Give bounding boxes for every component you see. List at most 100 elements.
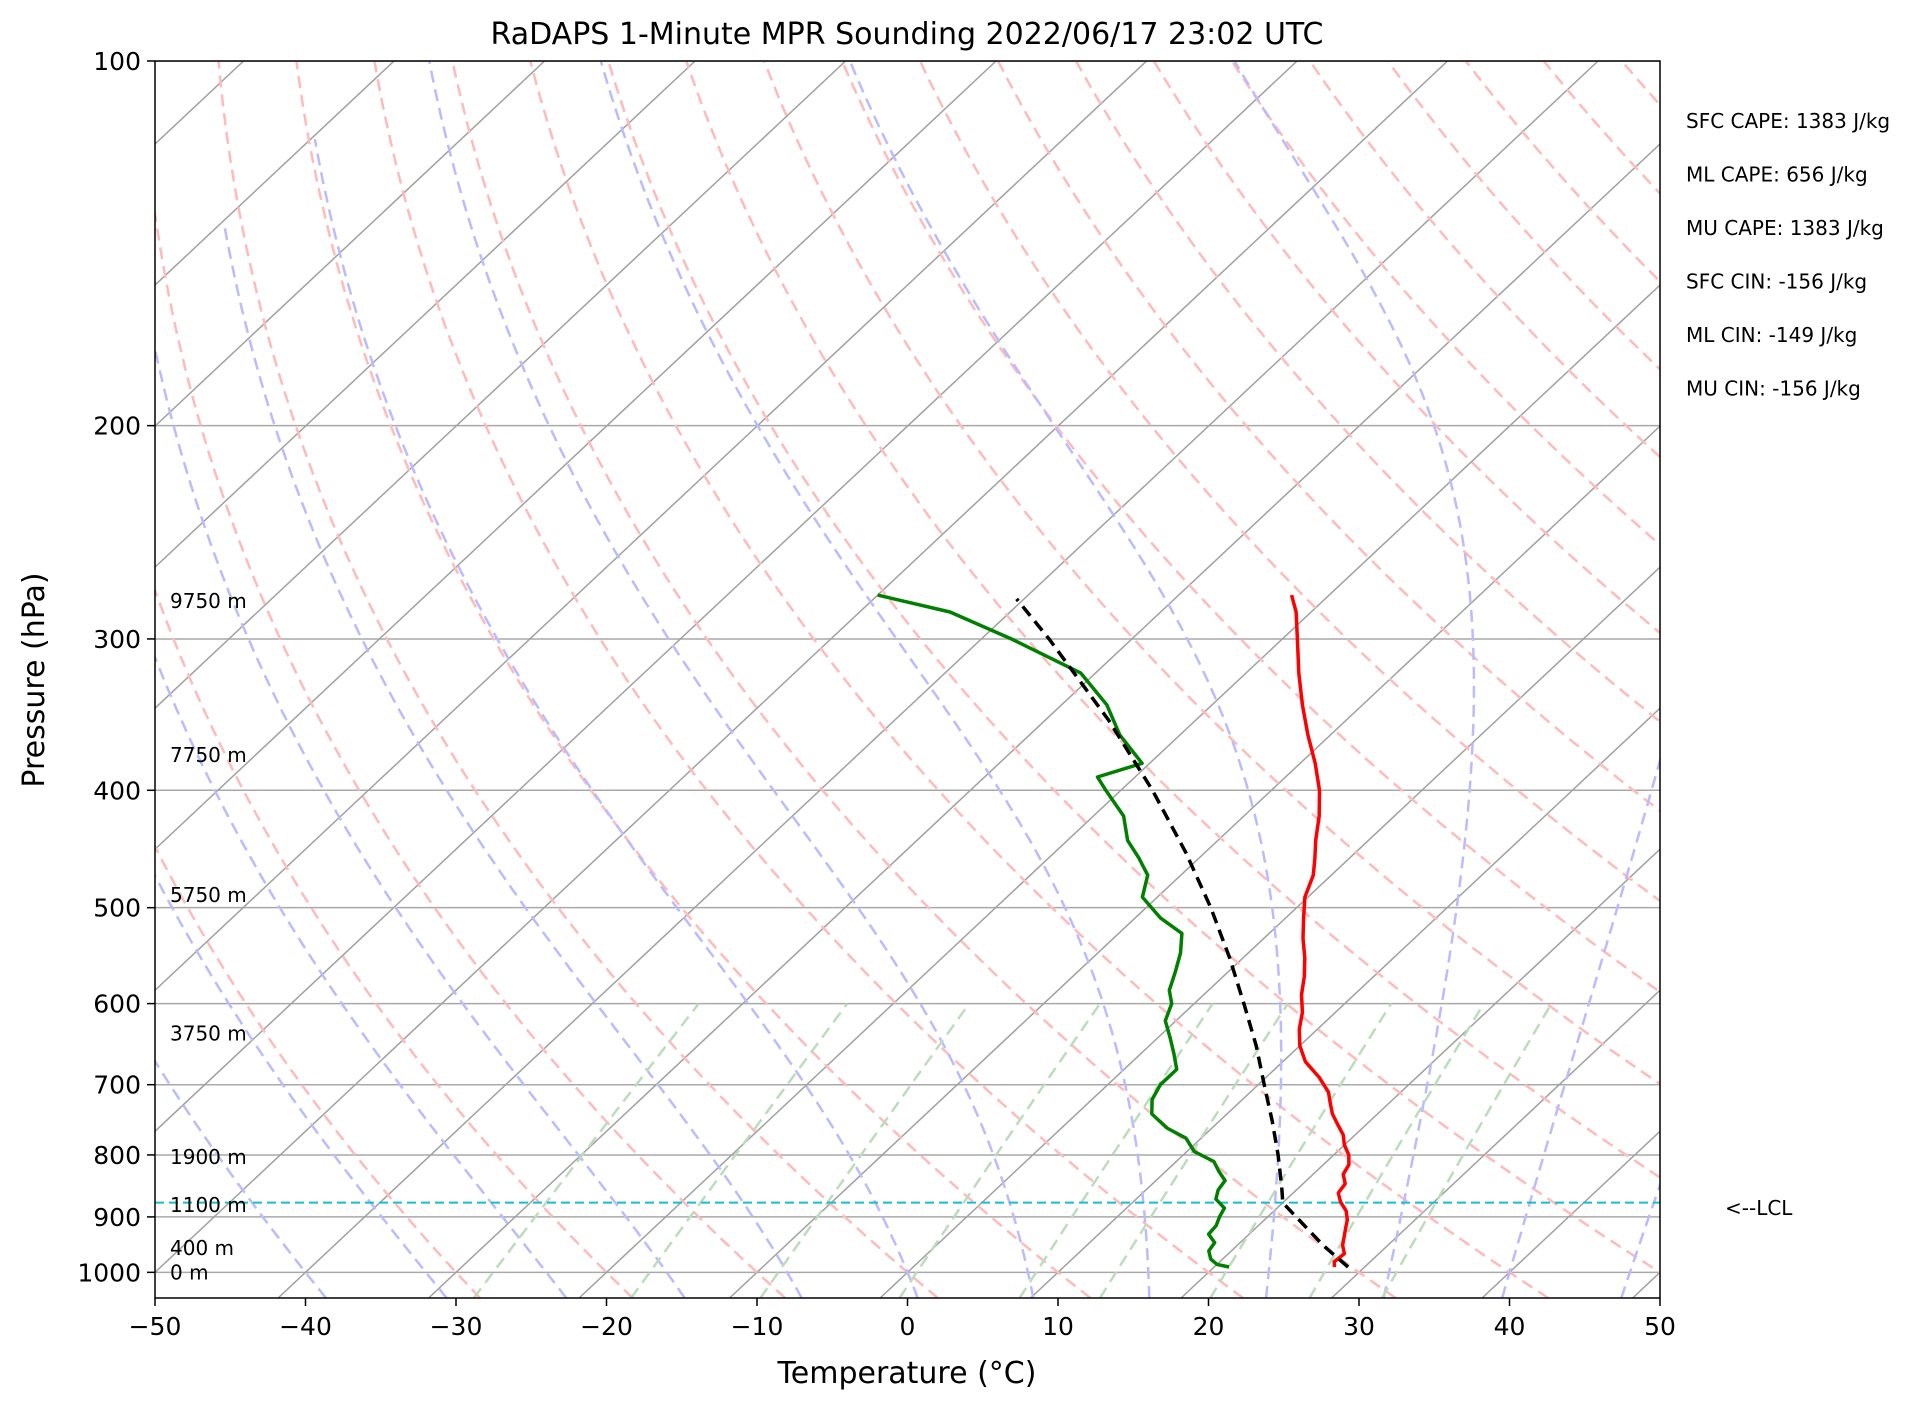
x-tick-label: 10 — [1042, 1312, 1074, 1341]
index-annotation: MU CAPE: 1383 J/kg — [1686, 216, 1884, 240]
isotherm-line — [155, 61, 395, 287]
height-label: 9750 m — [170, 589, 247, 613]
isotherm-line — [1632, 1271, 1660, 1298]
dry-adiabat — [1308, 61, 1660, 459]
x-tick-label: 50 — [1644, 1312, 1676, 1341]
isotherm-line — [1180, 848, 1660, 1298]
isotherm-line — [155, 61, 847, 710]
dry-adiabat — [685, 61, 1660, 1179]
dry-adiabat — [918, 61, 1660, 903]
dry-adiabat — [1778, 61, 1925, 1298]
index-annotations: SFC CAPE: 1383 J/kg ML CAPE: 656 J/kg MU C… — [1686, 109, 1890, 401]
isotherm-line — [729, 425, 1660, 1298]
mixing-ratio-line — [472, 1002, 700, 1298]
index-annotation: ML CIN: -149 J/kg — [1686, 323, 1857, 347]
dewpoint-line — [877, 593, 1230, 1269]
dry-adiabat — [1152, 61, 1660, 635]
dry-adiabat — [1542, 61, 1660, 196]
dry-adiabat — [155, 586, 634, 1298]
moist-adiabat — [1500, 755, 1660, 1298]
dry-adiabat — [1464, 61, 1660, 284]
isotherm-line — [1783, 61, 1925, 1298]
x-axis-ticks: −50 −40 −30 −20 −10 0 10 20 30 40 50 — [129, 1298, 1676, 1341]
x-tick-label: 20 — [1193, 1312, 1225, 1341]
y-tick-label: 700 — [93, 1071, 141, 1100]
dry-adiabat — [295, 61, 1092, 1298]
index-annotation: ML CAPE: 656 J/kg — [1686, 163, 1868, 187]
moist-adiabat — [599, 61, 1151, 1298]
isotherm-line — [578, 284, 1660, 1298]
isotherm-line — [155, 61, 997, 851]
y-axis-label: Pressure (hPa) — [17, 572, 52, 787]
height-label: 1100 m — [170, 1193, 247, 1217]
moist-adiabat — [1233, 61, 1476, 1298]
dry-adiabat — [217, 61, 939, 1298]
moist-adiabat — [848, 61, 1283, 1298]
mixing-ratio-line — [898, 1002, 1102, 1298]
dry-adiabat — [840, 61, 1660, 994]
background-lines — [155, 61, 1925, 1298]
isotherm-line — [1030, 707, 1660, 1298]
x-tick-label: −20 — [580, 1312, 633, 1341]
temperature-line — [1289, 594, 1351, 1268]
dry-adiabat — [1074, 61, 1660, 724]
y-tick-label: 900 — [93, 1203, 141, 1232]
moist-adiabat — [155, 343, 686, 1298]
height-label: 7750 m — [170, 743, 247, 767]
x-tick-label: −30 — [430, 1312, 483, 1341]
y-tick-label: 400 — [93, 776, 141, 805]
moist-adiabat — [222, 222, 803, 1298]
mixing-ratio-line — [1381, 1002, 1553, 1298]
y-tick-label: 500 — [93, 894, 141, 923]
isotherm-line — [428, 142, 1660, 1298]
moist-adiabat — [313, 138, 919, 1298]
isotherm-line — [155, 61, 696, 569]
x-tick-label: −10 — [731, 1312, 784, 1341]
chart-title: RaDAPS 1-Minute MPR Sounding 2022/06/17 … — [491, 17, 1324, 52]
y-axis-ticks: 100 200 300 400 500 600 700 800 900 1000 — [77, 47, 155, 1287]
x-axis-label: Temperature (°C) — [777, 1356, 1037, 1391]
isotherm-line — [155, 61, 1449, 1274]
y-tick-label: 100 — [93, 47, 141, 76]
y-tick-label: 300 — [93, 625, 141, 654]
x-tick-label: 40 — [1494, 1312, 1526, 1341]
isotherm-line — [1331, 989, 1660, 1298]
mixing-ratio-line — [1098, 1002, 1289, 1298]
dry-adiabat — [155, 204, 787, 1298]
x-tick-label: −50 — [129, 1312, 182, 1341]
mixing-ratio-line — [759, 1002, 971, 1298]
dry-adiabat — [155, 843, 481, 1298]
index-annotation: SFC CAPE: 1383 J/kg — [1686, 109, 1890, 133]
dry-adiabat — [1230, 61, 1660, 547]
y-tick-label: 200 — [93, 412, 141, 441]
y-tick-label: 1000 — [77, 1258, 141, 1287]
isotherm-line — [155, 61, 546, 428]
y-tick-label: 600 — [93, 990, 141, 1019]
mixing-ratio-line — [1018, 1002, 1214, 1298]
index-annotation: MU CIN: -156 J/kg — [1686, 377, 1861, 401]
mixing-ratio-line — [1209, 1002, 1393, 1298]
moist-adiabat — [1620, 1181, 1660, 1298]
mixing-ratio-line — [1308, 1002, 1485, 1298]
height-label: 400 m — [170, 1236, 234, 1260]
moist-adiabat — [155, 654, 568, 1298]
dry-adiabat — [529, 61, 1549, 1298]
height-label: 0 m — [170, 1260, 209, 1284]
parcel-profile-line — [1015, 597, 1350, 1269]
dry-adiabat — [996, 61, 1660, 813]
dry-adiabat — [1700, 61, 1925, 1298]
height-label: 1900 m — [170, 1145, 247, 1169]
mixing-ratio-line — [630, 1002, 849, 1298]
isotherm-line — [155, 61, 1148, 992]
series-layer — [155, 593, 1660, 1269]
x-tick-label: 30 — [1343, 1312, 1375, 1341]
y-tick-label: 800 — [93, 1141, 141, 1170]
grid-layer — [155, 61, 1925, 1298]
x-tick-label: 0 — [900, 1312, 916, 1341]
plot-frame — [154, 60, 1661, 1299]
moist-adiabat — [428, 61, 1035, 1298]
height-label: 3750 m — [170, 1021, 247, 1045]
index-annotation: SFC CIN: -156 J/kg — [1686, 270, 1867, 294]
